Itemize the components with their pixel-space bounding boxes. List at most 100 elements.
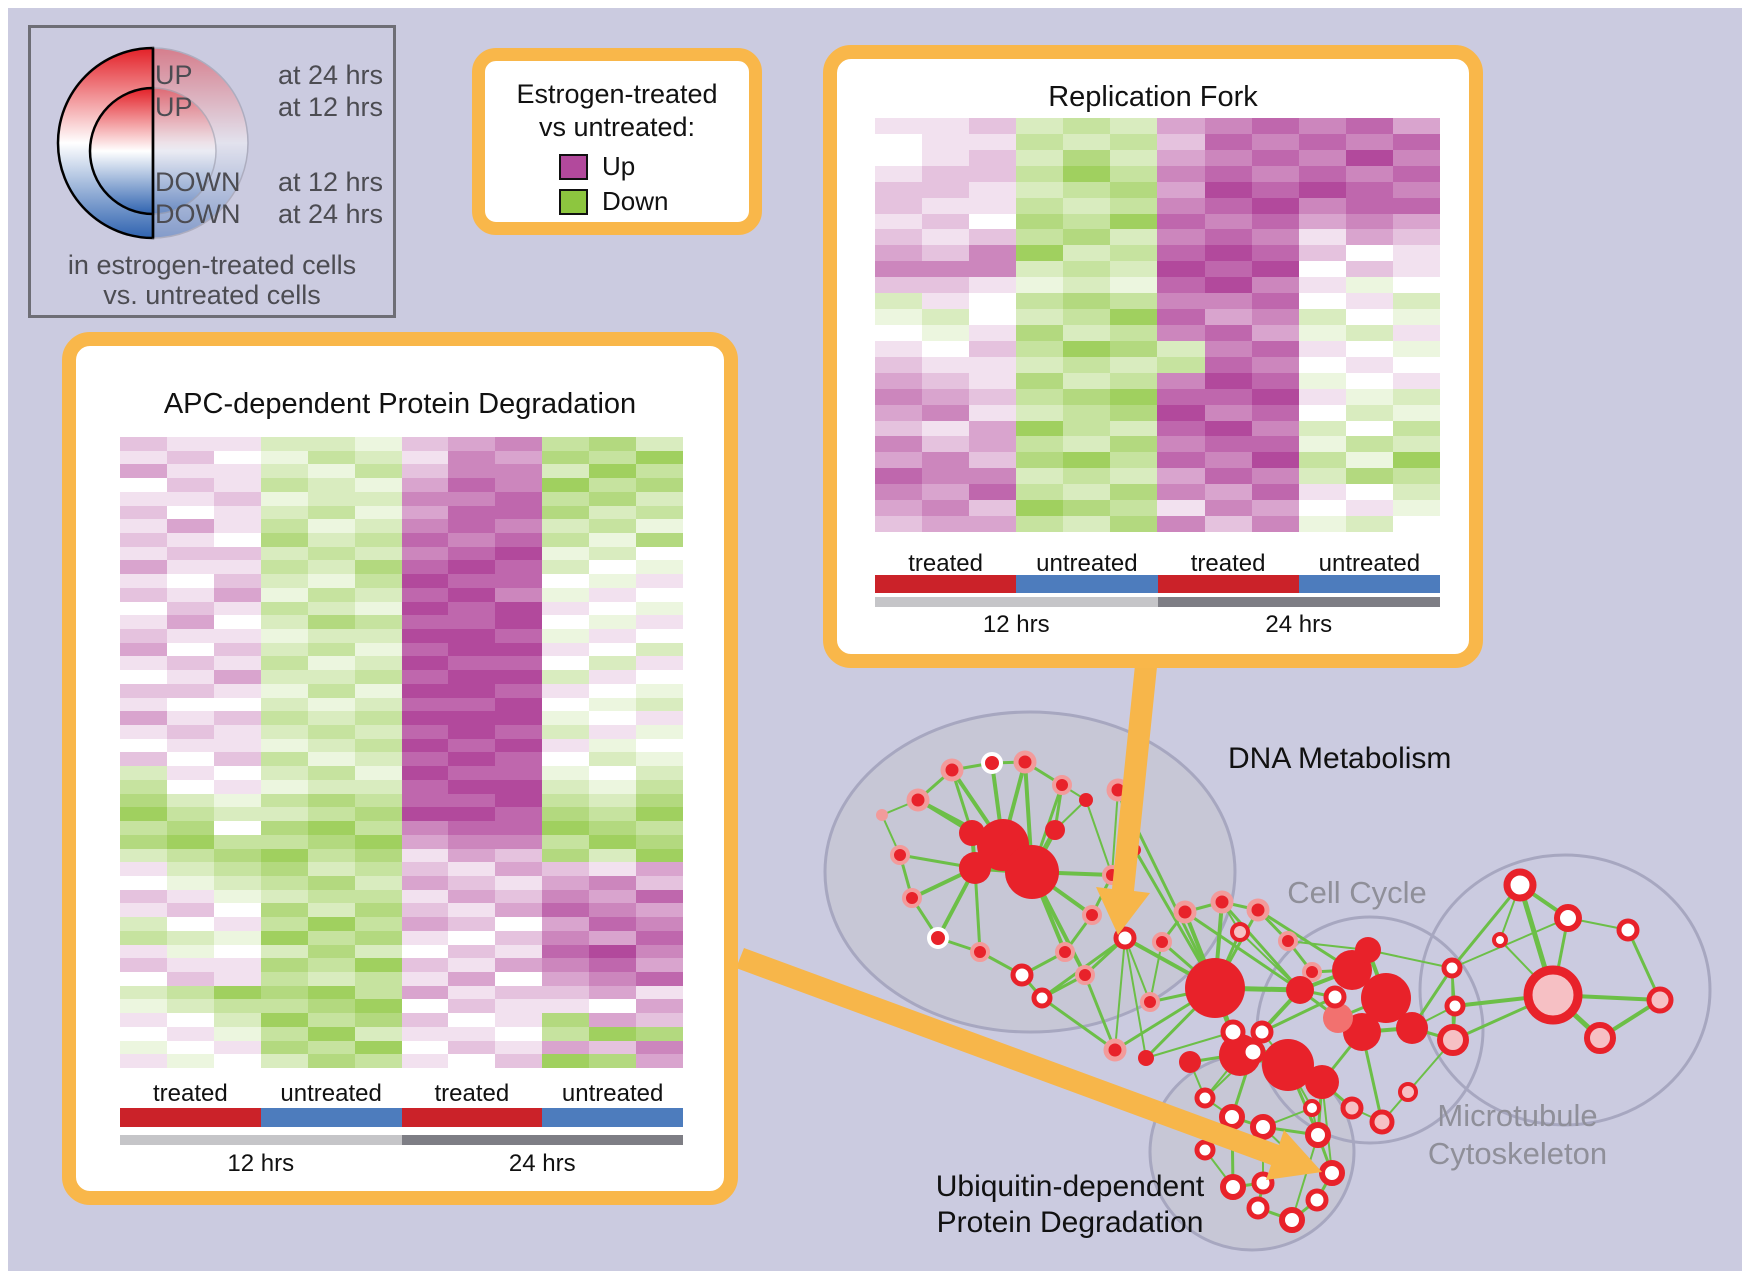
heatmap-cell xyxy=(1157,356,1205,373)
heatmap-cell xyxy=(1110,372,1158,389)
heatmap-cell xyxy=(213,930,261,945)
heatmap-cell xyxy=(589,574,637,588)
heatmap-cell xyxy=(401,478,449,492)
heatmap-cell xyxy=(1204,340,1252,357)
rep-time-bars xyxy=(875,597,1440,607)
heatmap-cell xyxy=(448,587,496,602)
heatmap-cell xyxy=(636,560,683,575)
heatmap-cell xyxy=(166,766,214,780)
heatmap-cell xyxy=(120,601,167,616)
heatmap-cell xyxy=(1157,388,1205,405)
heatmap-cell xyxy=(1392,484,1440,501)
heatmap-cell xyxy=(448,793,496,808)
heatmap-cell xyxy=(307,1040,355,1055)
heatmap-cell xyxy=(448,779,496,794)
heatmap-cell xyxy=(120,999,167,1014)
heatmap-cell xyxy=(1016,277,1064,294)
heatmap-cell xyxy=(969,404,1017,421)
heatmap-cell xyxy=(1016,229,1064,246)
apc-title: APC-dependent Protein Degradation xyxy=(163,388,637,420)
heatmap-cell xyxy=(401,766,449,780)
heatmap-cell xyxy=(354,725,402,739)
untreated-bar xyxy=(1016,575,1158,593)
ring-label-up24: UP xyxy=(155,60,193,90)
heatmap-cell xyxy=(448,656,496,671)
heatmap-cell xyxy=(1298,181,1346,198)
ring-caption-line1: in estrogen-treated cells xyxy=(67,250,357,280)
heatmap-cell xyxy=(636,766,683,780)
heatmap-cell xyxy=(166,464,214,479)
gene-set-node xyxy=(1194,1087,1216,1109)
heatmap-cell xyxy=(969,372,1017,389)
gene-set-node xyxy=(1444,995,1466,1017)
rep-group-treated-12: treated xyxy=(908,550,983,577)
heatmap-cell xyxy=(1204,245,1252,262)
apc-group-untreated-24: untreated xyxy=(561,1080,664,1107)
heatmap-cell xyxy=(1204,372,1252,389)
heatmap-cell xyxy=(1016,340,1064,357)
heatmap-cell xyxy=(636,587,683,602)
heatmap-cell xyxy=(1016,245,1064,262)
gene-set-node xyxy=(1173,900,1197,924)
network-edge xyxy=(1261,995,1336,1034)
heatmap-cell xyxy=(636,478,683,492)
heatmap-cell xyxy=(495,697,543,712)
heatmap-cell xyxy=(166,752,214,767)
heatmap-cell xyxy=(1157,245,1205,262)
heatmap-cell xyxy=(922,516,970,532)
heatmap-cell xyxy=(448,670,496,684)
heatmap-cell xyxy=(636,752,683,767)
heatmap-cell xyxy=(589,519,637,534)
heatmap-cell xyxy=(1345,118,1393,134)
heatmap-cell xyxy=(589,450,637,465)
heatmap-cell xyxy=(875,118,923,134)
heatmap-cell xyxy=(636,971,683,986)
heatmap-cell xyxy=(542,807,590,822)
heatmap-cell xyxy=(120,533,167,547)
heatmap-cell xyxy=(260,1026,308,1041)
heatmap-cell xyxy=(354,656,402,671)
heatmap-cell xyxy=(589,587,637,602)
heatmap-cell xyxy=(1110,118,1158,134)
heatmap-cell xyxy=(354,491,402,506)
heatmap-cell xyxy=(166,725,214,739)
heatmap-cell xyxy=(1298,213,1346,230)
heatmap-cell xyxy=(213,752,261,767)
network-edge xyxy=(1287,940,1369,951)
heatmap-cell xyxy=(307,1013,355,1027)
heatmap-cell xyxy=(922,261,970,278)
heatmap-cell xyxy=(495,642,543,657)
heatmap-cell xyxy=(1110,133,1158,150)
heatmap-cell xyxy=(213,1013,261,1027)
heatmap-cell xyxy=(1392,420,1440,437)
heatmap-cell xyxy=(636,574,683,588)
heatmap-cell xyxy=(636,821,683,835)
heatmap-cell xyxy=(542,642,590,657)
heatmap-cell xyxy=(213,670,261,684)
network-edge xyxy=(1291,1134,1319,1221)
heatmap-cell xyxy=(213,738,261,753)
heatmap-cell xyxy=(260,683,308,698)
heatmap-cell xyxy=(1204,484,1252,501)
gene-set-node xyxy=(1441,957,1463,979)
replication-fork-heatmap xyxy=(875,118,1440,532)
heatmap-cell xyxy=(1392,468,1440,485)
heatmap-cell xyxy=(260,697,308,712)
heatmap-cell xyxy=(969,452,1017,469)
heatmap-cell xyxy=(589,546,637,561)
heatmap-cell xyxy=(120,683,167,698)
heatmap-cell xyxy=(542,944,590,959)
heatmap-cell xyxy=(589,1054,637,1068)
untreated-bar xyxy=(542,1108,683,1127)
heatmap-cell xyxy=(636,629,683,643)
heatmap-cell xyxy=(875,356,923,373)
heatmap-cell xyxy=(1016,197,1064,214)
heatmap-cell xyxy=(307,944,355,959)
network-edge xyxy=(1114,937,1126,1051)
heatmap-cell xyxy=(495,670,543,684)
heatmap-cell xyxy=(922,420,970,437)
heatmap-cell xyxy=(1016,452,1064,469)
heatmap-cell xyxy=(636,985,683,1000)
heatmap-cell xyxy=(875,213,923,230)
heatmap-cell xyxy=(120,725,167,739)
